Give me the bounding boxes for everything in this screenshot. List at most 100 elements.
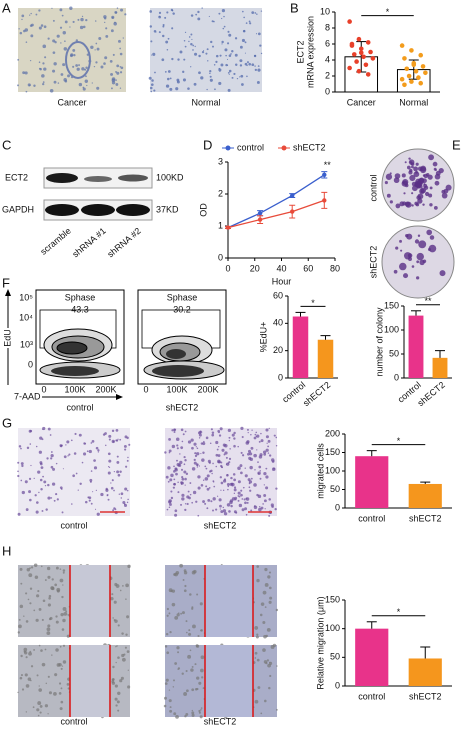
cell xyxy=(189,493,192,496)
cell xyxy=(80,17,84,22)
cell xyxy=(39,711,42,714)
cell xyxy=(207,498,211,502)
cell xyxy=(253,483,257,487)
flow-tick: 0 xyxy=(41,384,46,394)
cell xyxy=(123,444,127,448)
cell xyxy=(240,426,244,430)
cell xyxy=(97,451,99,453)
cell xyxy=(38,450,42,454)
cell xyxy=(112,617,114,619)
colony xyxy=(441,189,446,194)
cell xyxy=(111,678,115,682)
cell xyxy=(78,433,82,437)
cell xyxy=(217,454,221,457)
cell xyxy=(209,442,212,445)
cell xyxy=(249,489,252,492)
cell xyxy=(38,644,41,647)
panel-label: B xyxy=(290,0,299,15)
cell xyxy=(179,50,183,54)
cell xyxy=(198,465,201,467)
cell xyxy=(119,679,123,683)
cell xyxy=(177,481,179,484)
cell xyxy=(257,68,261,72)
error-bar xyxy=(366,450,377,457)
cell xyxy=(275,436,278,439)
cell xyxy=(174,509,178,513)
cell xyxy=(182,70,185,74)
y-tick-label: 60 xyxy=(273,290,283,300)
cell xyxy=(190,668,194,672)
error-bar xyxy=(435,350,445,358)
cell xyxy=(84,500,88,504)
legend-label: control xyxy=(237,142,264,152)
cell xyxy=(197,475,201,479)
point xyxy=(402,56,407,61)
cell xyxy=(205,485,208,488)
legend-label: shECT2 xyxy=(293,142,326,152)
cell xyxy=(259,477,262,480)
cell xyxy=(61,665,64,667)
point xyxy=(418,52,424,58)
row-label: control xyxy=(368,174,378,201)
cell xyxy=(248,486,251,489)
cell xyxy=(247,449,252,454)
cell xyxy=(208,15,210,18)
cell xyxy=(93,466,98,470)
cell xyxy=(202,441,206,446)
cell xyxy=(169,478,173,482)
cell xyxy=(84,68,87,71)
cell xyxy=(111,681,116,685)
cell xyxy=(152,52,156,56)
cell xyxy=(30,12,32,15)
cell xyxy=(216,448,219,451)
significance: * xyxy=(311,298,315,308)
cell xyxy=(29,24,33,27)
cell xyxy=(212,497,216,501)
cell xyxy=(76,67,80,71)
cell xyxy=(125,633,128,636)
cell xyxy=(51,482,56,486)
cell xyxy=(29,14,31,16)
colony xyxy=(389,200,393,204)
y-tick-label: 8 xyxy=(325,22,330,32)
cell xyxy=(273,467,275,470)
cell xyxy=(198,437,201,439)
cell xyxy=(238,503,243,508)
cell xyxy=(59,8,63,12)
cell xyxy=(197,634,200,638)
cell xyxy=(29,567,31,570)
cell xyxy=(161,58,165,62)
cell xyxy=(58,662,62,667)
cell xyxy=(173,428,176,432)
marker xyxy=(322,172,327,177)
cell xyxy=(110,486,114,490)
cell xyxy=(94,508,97,510)
cell xyxy=(254,469,256,471)
cell xyxy=(126,615,130,619)
cell xyxy=(246,428,249,431)
cell xyxy=(200,668,204,673)
cell xyxy=(268,661,273,665)
y-tick-label: 0 xyxy=(278,372,283,382)
cell xyxy=(175,87,179,91)
cell xyxy=(200,629,202,632)
colony xyxy=(411,165,414,169)
cell xyxy=(17,691,19,694)
flow-tick: 200K xyxy=(95,384,116,394)
cell xyxy=(60,73,64,76)
cell xyxy=(263,484,265,486)
cell xyxy=(171,602,176,607)
cell xyxy=(124,13,127,16)
cell xyxy=(241,435,244,439)
cell xyxy=(269,596,273,600)
colony xyxy=(438,167,444,174)
colony xyxy=(408,257,412,261)
cell xyxy=(266,659,270,662)
cell xyxy=(191,713,195,717)
colony xyxy=(401,173,406,178)
cell xyxy=(53,499,56,502)
cell xyxy=(191,467,196,471)
cell xyxy=(265,428,269,432)
vessel xyxy=(65,41,91,79)
cell xyxy=(258,440,261,443)
